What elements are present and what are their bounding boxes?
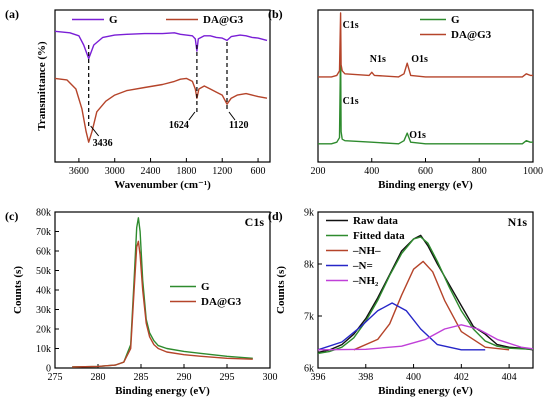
legend-label: DA@G3 bbox=[201, 296, 242, 308]
series-line bbox=[317, 324, 534, 351]
legend-label: DA@G3 bbox=[203, 14, 244, 26]
arrow-icon bbox=[90, 125, 100, 137]
x-tick-label: 800 bbox=[472, 166, 487, 177]
x-tick-label: 1200 bbox=[212, 166, 232, 177]
panel-title: N1s bbox=[508, 215, 528, 229]
x-tick-label: 3000 bbox=[105, 166, 125, 177]
peak-label: O1s bbox=[411, 54, 428, 65]
arrow-icon bbox=[188, 111, 196, 121]
chart-panel-2: (b) 200 400 600 800 1000 Binding energy (eV) bbox=[268, 7, 543, 191]
x-tick-label: 290 bbox=[177, 372, 192, 383]
legend-label: G bbox=[109, 14, 118, 26]
peak-label: 1624 bbox=[169, 120, 189, 131]
x-tick-label: 1000 bbox=[523, 166, 543, 177]
x-tick-label: 400 bbox=[364, 166, 379, 177]
y-tick-label: 7k bbox=[304, 312, 314, 323]
peak-label: O1s bbox=[409, 130, 426, 141]
legend-label: –NH₂ bbox=[352, 275, 379, 287]
y-tick-label: 40k bbox=[36, 286, 51, 297]
series-line bbox=[318, 48, 533, 145]
x-tick-label: 600 bbox=[251, 166, 266, 177]
panel-title: C1s bbox=[245, 215, 265, 229]
x-tick-label: 2400 bbox=[141, 166, 161, 177]
x-tick-label: 402 bbox=[454, 372, 469, 383]
chart-panel-1: (a) 3600 3000 2400 1800 1200 600 Wavenumber (cm… bbox=[5, 7, 271, 191]
x-tick-label: 295 bbox=[220, 372, 235, 383]
y-tick-label: 6k bbox=[304, 364, 314, 375]
y-tick-label: 60k bbox=[36, 247, 51, 258]
peak-label: N1s bbox=[370, 54, 386, 65]
x-tick-label: 400 bbox=[406, 372, 421, 383]
legend-label: DA@G3 bbox=[451, 29, 492, 41]
x-tick-label: 398 bbox=[358, 372, 373, 383]
x-tick-label: 285 bbox=[134, 372, 149, 383]
peak-label: 3436 bbox=[93, 138, 113, 149]
arrow-icon bbox=[228, 111, 236, 121]
y-axis-label: Transmittance (%) bbox=[36, 41, 48, 131]
x-tick-label: 275 bbox=[48, 372, 63, 383]
y-axis-label: Counts (s) bbox=[12, 266, 24, 314]
y-axis-label: Counts (s) bbox=[275, 266, 287, 314]
panel-label: (b) bbox=[268, 7, 283, 21]
x-tick-label: 300 bbox=[263, 372, 278, 383]
panel-label: (a) bbox=[5, 7, 19, 21]
y-tick-label: 80k bbox=[36, 208, 51, 219]
y-tick-label: 8k bbox=[304, 260, 314, 271]
series-line bbox=[72, 240, 253, 368]
legend-label: Raw data bbox=[353, 215, 398, 227]
series-line bbox=[54, 30, 268, 60]
chart-panel-3: (c) 275 280 285 290 295 300 0 10k 20k 30k 40k 50k 60k… bbox=[5, 208, 278, 398]
series-line bbox=[317, 236, 534, 355]
x-tick-label: 3600 bbox=[69, 166, 89, 177]
y-tick-label: 10k bbox=[36, 344, 51, 355]
x-tick-label: 396 bbox=[311, 372, 326, 383]
x-tick-label: 280 bbox=[91, 372, 106, 383]
y-tick-label: 9k bbox=[304, 208, 314, 219]
legend-label: G bbox=[451, 14, 460, 26]
peak-label: C1s bbox=[343, 96, 359, 107]
plot-frame bbox=[54, 211, 271, 369]
chart-panel-4: (d) 396 398 400 402 404 6k 7k 8k 9k Binding energy… bbox=[268, 208, 534, 397]
panel-label: (d) bbox=[268, 209, 283, 223]
y-tick-label: 20k bbox=[36, 325, 51, 336]
x-tick-label: 404 bbox=[502, 372, 517, 383]
x-tick-label: 600 bbox=[418, 166, 433, 177]
y-tick-label: 50k bbox=[36, 266, 51, 277]
peak-label: 1120 bbox=[229, 120, 248, 131]
x-axis-label: Binding energy (eV) bbox=[378, 385, 473, 397]
x-tick-label: 200 bbox=[311, 166, 326, 177]
legend-label: G bbox=[201, 281, 210, 293]
series-line bbox=[353, 260, 510, 351]
plot-frame bbox=[54, 9, 271, 163]
panel-label: (c) bbox=[5, 209, 18, 223]
y-tick-label: 70k bbox=[36, 227, 51, 238]
legend-label: –NH– bbox=[352, 245, 381, 257]
legend-label: Fitted data bbox=[353, 230, 405, 242]
peak-label: C1s bbox=[343, 20, 359, 31]
x-axis-label: Binding energy (eV) bbox=[378, 179, 473, 191]
series-line bbox=[72, 217, 253, 368]
series-line bbox=[318, 12, 533, 78]
legend-label: –N= bbox=[352, 260, 373, 272]
y-tick-label: 0 bbox=[46, 364, 51, 375]
x-axis-label: Wavenumber (cm⁻¹) bbox=[114, 179, 211, 191]
plot-frame bbox=[317, 211, 534, 369]
x-axis-label: Binding energy (eV) bbox=[115, 385, 210, 397]
x-tick-label: 1800 bbox=[176, 166, 196, 177]
y-tick-label: 30k bbox=[36, 305, 51, 316]
series-line bbox=[54, 77, 268, 143]
series-line bbox=[317, 302, 486, 351]
